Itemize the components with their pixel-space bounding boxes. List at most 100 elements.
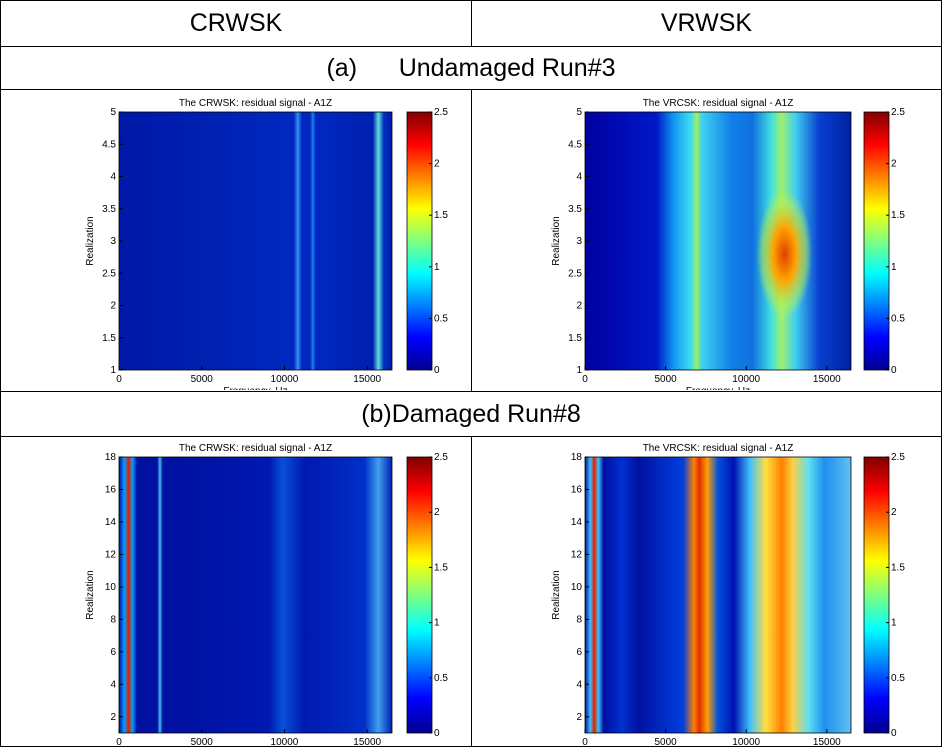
colorbar-tick-label: 1.5	[434, 562, 448, 573]
y-tick-label: 18	[571, 452, 583, 463]
heatmap-hotspot	[756, 188, 813, 319]
y-tick-label: 6	[110, 647, 116, 658]
y-tick-label: 4	[576, 172, 582, 183]
heatmap-image	[585, 457, 851, 733]
y-axis-label: Realization	[551, 570, 562, 619]
section-label: (b)Damaged Run#8	[1, 391, 941, 436]
y-tick-label: 8	[110, 614, 116, 625]
y-tick-label: 14	[571, 517, 583, 528]
y-tick-label: 4	[110, 172, 116, 183]
y-tick-label: 5	[576, 107, 582, 118]
x-tick-label: 15000	[813, 374, 841, 385]
y-tick-label: 6	[576, 647, 582, 658]
y-tick-label: 12	[571, 549, 583, 560]
y-tick-label: 4	[576, 679, 582, 690]
heatmap: The CRWSK: residual signal - A1Z Frequenc…	[85, 98, 448, 390]
y-axis-label: Realization	[85, 570, 96, 619]
x-tick-label: 0	[116, 737, 122, 745]
plot-title: The VRCSK: residual signal - A1Z	[643, 443, 794, 454]
colorbar-tick-label: 0.5	[891, 673, 905, 684]
x-tick-label: 10000	[271, 374, 299, 385]
colorbar	[863, 111, 890, 371]
x-tick-label: 10000	[732, 737, 760, 745]
x-tick-label: 15000	[813, 737, 841, 745]
y-tick-label: 16	[571, 484, 583, 495]
colorbar-tick-label: 0	[434, 728, 440, 739]
y-tick-label: 4.5	[102, 139, 116, 150]
colorbar-tick-label: 1.5	[891, 210, 905, 221]
colorbar-tick-label: 0.5	[434, 673, 448, 684]
x-tick-label: 0	[116, 374, 122, 385]
colorbar	[863, 456, 890, 734]
y-tick-label: 1.5	[568, 333, 582, 344]
y-tick-label: 8	[576, 614, 582, 625]
colorbar-tick-label: 2.5	[434, 452, 448, 463]
colorbar-tick-label: 2	[891, 507, 897, 518]
y-axis-label: Realization	[551, 216, 562, 265]
colorbar-tick-label: 1	[891, 262, 897, 273]
heatmap: The VRCSK: residual signal - A1ZFrequenc…	[551, 443, 905, 745]
y-tick-label: 3	[110, 236, 116, 247]
x-tick-label: 10000	[732, 374, 760, 385]
axes-box	[118, 456, 393, 734]
colorbar-tick-label: 1	[434, 618, 440, 629]
colorbar	[406, 111, 433, 371]
x-tick-label: 10000	[271, 737, 299, 745]
axes-box	[584, 456, 852, 734]
colorbar-tick-label: 0	[434, 365, 440, 376]
y-tick-label: 2.5	[102, 268, 116, 279]
x-tick-label: 0	[582, 374, 588, 385]
header-cell: CRWSK	[189, 9, 283, 37]
header-cell: VRWSK	[471, 1, 941, 46]
y-tick-label: 4	[110, 679, 116, 690]
x-tick-label: 5000	[654, 737, 677, 745]
y-tick-label: 5	[110, 107, 116, 118]
y-tick-label: 3.5	[568, 204, 582, 215]
y-tick-label: 2	[576, 301, 582, 312]
section-label: (a) Undamaged Run#3	[1, 46, 941, 89]
y-tick-label: 1	[110, 365, 116, 376]
plot-cell	[471, 436, 941, 746]
colorbar-tick-label: 0	[891, 728, 897, 739]
x-tick-label: 5000	[654, 374, 677, 385]
y-tick-label: 18	[105, 452, 117, 463]
y-tick-label: 12	[105, 549, 117, 560]
y-tick-label: 2	[110, 301, 116, 312]
y-tick-label: 2.5	[568, 268, 582, 279]
y-tick-label: 1	[576, 365, 582, 376]
colorbar-tick-label: 2	[434, 159, 440, 170]
plot-cell	[1, 436, 471, 746]
y-tick-label: 2	[110, 712, 116, 723]
plot-title: The VRCSK: residual signal - A1Z	[643, 98, 794, 109]
y-tick-label: 4.5	[568, 139, 582, 150]
x-tick-label: 15000	[353, 737, 381, 745]
y-tick-label: 3.5	[102, 204, 116, 215]
y-tick-label: 10	[105, 582, 117, 593]
x-axis-label: Frequency, Hz	[223, 386, 287, 390]
x-axis-label: Frequency, Hz	[686, 386, 750, 390]
colorbar-tick-label: 2.5	[434, 107, 448, 118]
x-tick-label: 5000	[191, 737, 214, 745]
colorbar	[406, 456, 433, 734]
colorbar-tick-label: 1	[891, 618, 897, 629]
y-axis-label: Realization	[85, 216, 96, 265]
plot-cell	[471, 89, 941, 391]
colorbar-tick-label: 2	[434, 507, 440, 518]
x-tick-label: 5000	[191, 374, 214, 385]
plot-title: The CRWSK: residual signal - A1Z	[179, 98, 332, 109]
colorbar-tick-label: 1.5	[891, 562, 905, 573]
colorbar-tick-label: 2.5	[891, 452, 905, 463]
x-tick-label: 0	[582, 737, 588, 745]
heatmap-image	[119, 112, 392, 370]
heatmap: The VRCSK: residual signal - A1Z Frequenc…	[551, 98, 905, 390]
colorbar-tick-label: 0.5	[891, 313, 905, 324]
plot-cell	[1, 89, 471, 391]
y-tick-label: 14	[105, 517, 117, 528]
colorbar-tick-label: 2	[891, 159, 897, 170]
y-tick-label: 3	[576, 236, 582, 247]
x-tick-label: 15000	[353, 374, 381, 385]
colorbar-tick-label: 0.5	[434, 313, 448, 324]
y-tick-label: 1.5	[102, 333, 116, 344]
y-tick-label: 2	[576, 712, 582, 723]
colorbar-tick-label: 0	[891, 365, 897, 376]
